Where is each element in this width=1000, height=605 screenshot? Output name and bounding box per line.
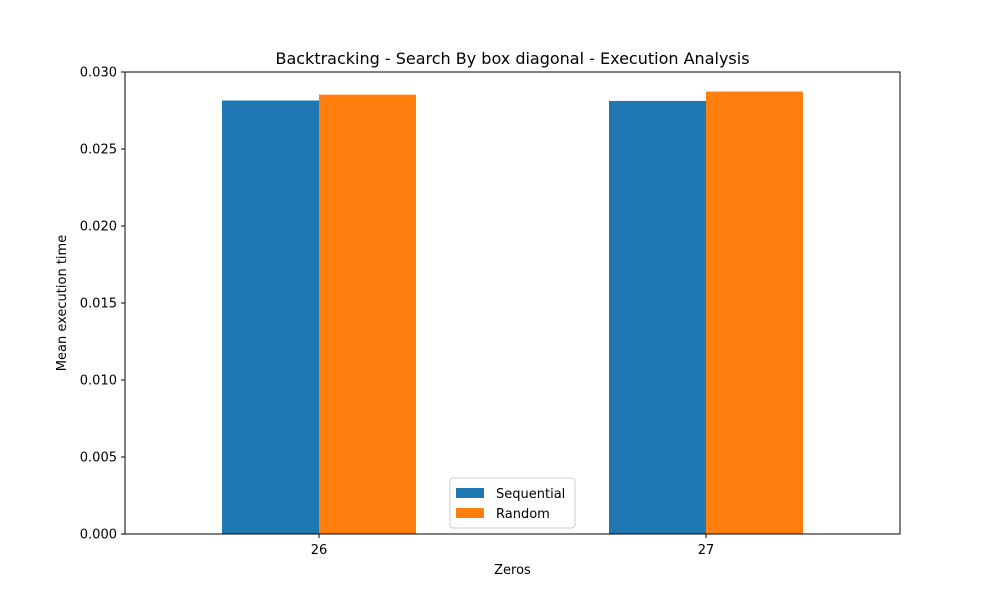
legend-label-random: Random (496, 507, 550, 522)
legend-swatch-sequential (456, 488, 484, 498)
y-tick-label: 0.005 (80, 451, 117, 466)
x-tick-label: 27 (698, 543, 715, 558)
y-tick-label: 0.020 (80, 220, 117, 235)
y-tick-label: 0.015 (80, 297, 117, 312)
bar-sequential-27 (609, 100, 706, 535)
bar-random-27 (706, 91, 803, 535)
y-tick-label: 0.025 (80, 143, 117, 158)
chart-title: Backtracking - Search By box diagonal - … (275, 49, 749, 68)
x-axis: 26 27 (311, 534, 715, 558)
legend-swatch-random (456, 508, 484, 518)
bar-random-26 (319, 94, 416, 534)
x-tick-label: 26 (311, 543, 328, 558)
y-tick-label: 0.010 (80, 374, 117, 389)
y-tick-label: 0.030 (80, 66, 117, 81)
y-tick-label: 0.000 (80, 528, 117, 543)
legend-label-sequential: Sequential (496, 487, 565, 502)
bar-sequential-26 (222, 100, 319, 535)
y-axis-title: Mean execution time (55, 235, 70, 371)
x-axis-title: Zeros (494, 563, 531, 578)
bars-layer (222, 91, 803, 535)
y-axis: 0.000 0.005 0.010 0.015 0.020 0.025 0.030 (80, 66, 125, 543)
legend: Sequential Random (449, 477, 576, 529)
